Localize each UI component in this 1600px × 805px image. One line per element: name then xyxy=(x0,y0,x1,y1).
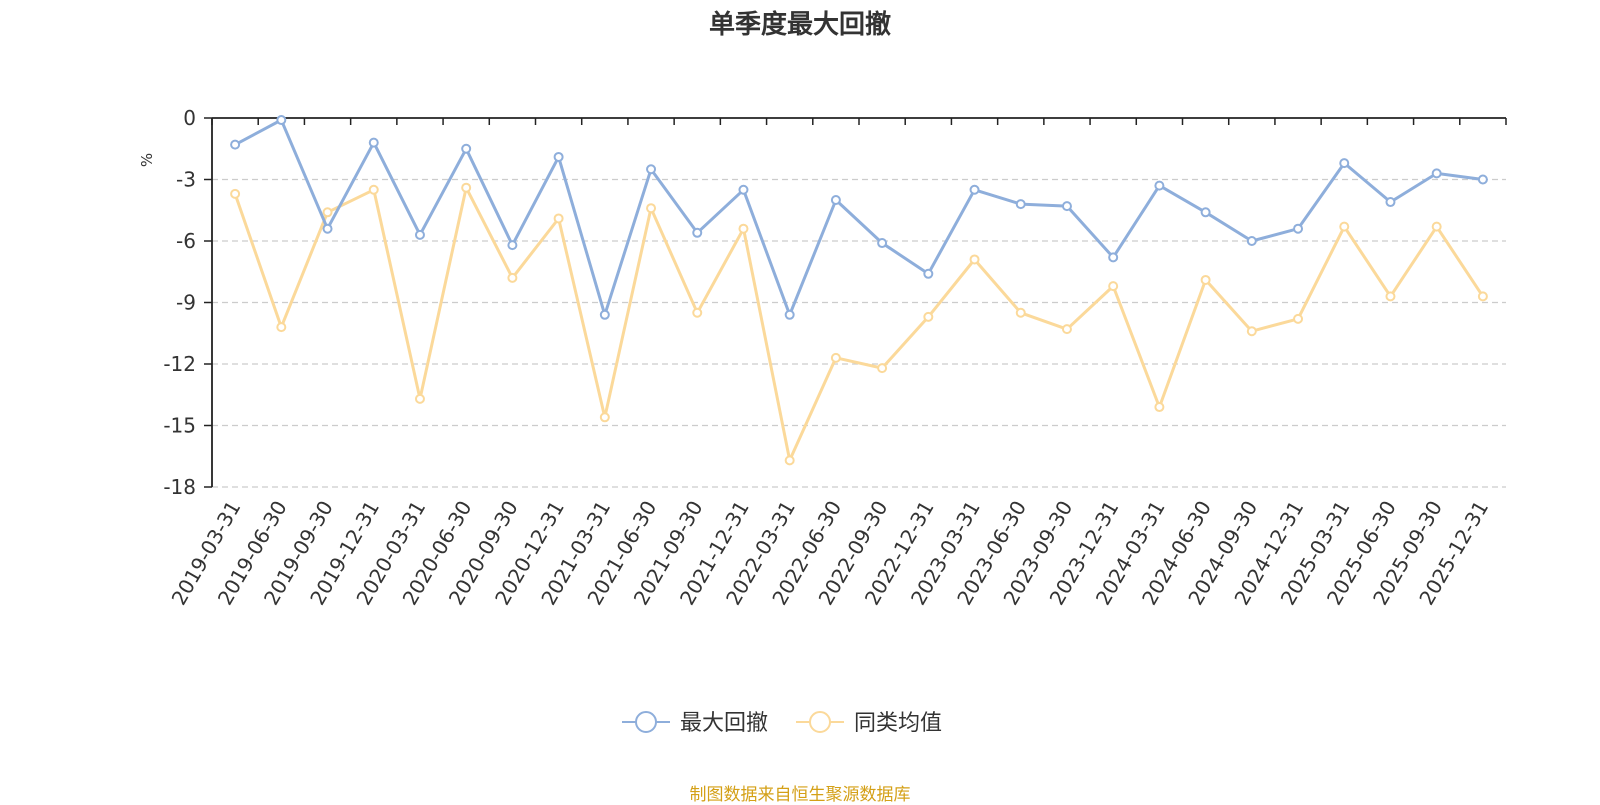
data-point-series-1[interactable] xyxy=(507,240,518,251)
data-point-series-2[interactable] xyxy=(1477,291,1488,302)
data-point-series-1[interactable] xyxy=(646,164,657,175)
data-point-series-2[interactable] xyxy=(1108,281,1119,292)
data-point-series-2[interactable] xyxy=(230,188,241,199)
data-point-series-1[interactable] xyxy=(322,223,333,234)
data-point-series-2[interactable] xyxy=(1061,324,1072,335)
data-point-series-2[interactable] xyxy=(830,352,841,363)
data-point-series-2[interactable] xyxy=(368,184,379,195)
data-point-series-2[interactable] xyxy=(1200,274,1211,285)
data-point-series-1[interactable] xyxy=(1293,223,1304,234)
y-tick-label: -12 xyxy=(163,352,196,376)
data-source-note: 制图数据来自恒生聚源数据库 xyxy=(689,785,911,805)
series-line-2 xyxy=(233,186,1485,462)
data-point-series-1[interactable] xyxy=(830,195,841,205)
data-point-series-2[interactable] xyxy=(414,393,425,404)
y-tick-label: -6 xyxy=(176,229,196,253)
data-point-series-1[interactable] xyxy=(738,184,749,195)
legend-label-2[interactable]: 同类均值 xyxy=(854,711,942,736)
legend-marker-2[interactable] xyxy=(809,711,831,733)
legend-marker-1[interactable] xyxy=(635,711,657,733)
data-point-series-2[interactable] xyxy=(1015,307,1026,318)
data-point-series-1[interactable] xyxy=(230,139,241,150)
legend[interactable]: 最大回撤 同类均值 xyxy=(622,711,942,736)
chart-title: 单季度最大回撤 xyxy=(708,10,891,40)
data-point-series-1[interactable] xyxy=(276,115,287,126)
data-point-series-1[interactable] xyxy=(784,309,795,320)
data-point-series-1[interactable] xyxy=(969,184,980,195)
data-point-series-2[interactable] xyxy=(599,412,610,423)
data-point-series-1[interactable] xyxy=(1200,207,1211,218)
data-point-series-2[interactable] xyxy=(877,363,888,374)
y-tick-label: -3 xyxy=(176,168,196,192)
data-point-series-1[interactable] xyxy=(1431,168,1442,179)
data-point-series-1[interactable] xyxy=(461,143,472,154)
y-tick-label: 0 xyxy=(183,106,196,130)
data-point-series-2[interactable] xyxy=(1385,291,1396,302)
data-point-series-2[interactable] xyxy=(276,322,287,333)
data-point-series-1[interactable] xyxy=(368,137,379,148)
data-point-series-1[interactable] xyxy=(599,309,610,320)
y-axis-unit-label: % xyxy=(138,153,156,167)
data-point-series-1[interactable] xyxy=(1477,174,1488,185)
data-point-series-2[interactable] xyxy=(1293,313,1304,324)
data-point-series-2[interactable] xyxy=(1431,221,1442,232)
y-tick-label: -18 xyxy=(163,475,196,499)
data-point-series-2[interactable] xyxy=(1154,402,1165,413)
data-point-series-2[interactable] xyxy=(646,203,657,214)
data-point-series-2[interactable] xyxy=(553,213,564,224)
data-point-series-2[interactable] xyxy=(784,455,795,466)
line-chart: 0-3-6-9-12-15-182019-03-312019-06-302019… xyxy=(138,106,1507,736)
data-point-series-2[interactable] xyxy=(1339,221,1350,232)
data-point-series-1[interactable] xyxy=(877,238,888,249)
data-point-series-1[interactable] xyxy=(1385,197,1396,208)
data-point-series-2[interactable] xyxy=(322,207,333,218)
data-point-series-1[interactable] xyxy=(1061,201,1072,212)
data-point-series-2[interactable] xyxy=(923,311,934,322)
legend-label-1[interactable]: 最大回撤 xyxy=(680,711,768,736)
y-tick-label: -9 xyxy=(176,291,196,315)
series-layer xyxy=(230,115,1488,466)
data-point-series-2[interactable] xyxy=(507,272,518,283)
data-point-series-2[interactable] xyxy=(1246,326,1257,337)
data-point-series-2[interactable] xyxy=(692,307,703,318)
data-point-series-2[interactable] xyxy=(969,254,980,265)
data-point-series-2[interactable] xyxy=(461,182,472,193)
data-point-series-1[interactable] xyxy=(1015,199,1026,210)
data-point-series-1[interactable] xyxy=(692,227,703,238)
data-point-series-1[interactable] xyxy=(414,229,425,240)
data-point-series-1[interactable] xyxy=(923,268,934,279)
series-line-1 xyxy=(234,118,1484,317)
data-point-series-1[interactable] xyxy=(553,151,564,162)
data-point-series-1[interactable] xyxy=(1154,180,1165,191)
y-tick-label: -15 xyxy=(163,414,196,438)
data-point-series-1[interactable] xyxy=(1339,158,1350,169)
data-point-series-1[interactable] xyxy=(1246,236,1257,246)
data-point-series-1[interactable] xyxy=(1108,252,1119,263)
data-point-series-2[interactable] xyxy=(738,223,749,234)
